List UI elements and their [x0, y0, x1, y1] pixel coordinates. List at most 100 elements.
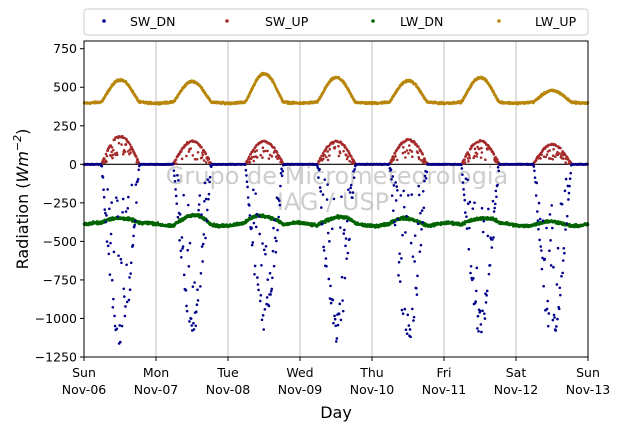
sw-up-point: [201, 151, 204, 154]
sw-dn-point: [120, 324, 124, 328]
sw-dn-point: [131, 243, 135, 247]
sw-dn-point: [133, 219, 137, 223]
sw-up-point: [115, 153, 119, 157]
sw-dn-point: [119, 257, 123, 261]
sw-up-point: [407, 151, 410, 155]
sw-dn-point: [112, 250, 116, 254]
sw-up-point: [195, 157, 199, 161]
sw-up-point: [128, 148, 132, 151]
sw-up-point: [554, 155, 557, 158]
sw-dn-point: [260, 264, 263, 267]
sw-up-point: [247, 155, 251, 159]
sw-dn-point: [262, 248, 266, 252]
sw-dn-point: [195, 303, 199, 307]
sw-dn-point: [193, 281, 196, 284]
sw-up-point: [408, 148, 412, 152]
sw-up-point: [544, 155, 548, 159]
sw-up-point: [276, 157, 279, 161]
sw-dn-point: [254, 225, 258, 229]
sw-up-point: [539, 157, 542, 160]
sw-dn-point: [199, 285, 202, 288]
sw-dn-point: [200, 245, 204, 248]
sw-dn-point: [200, 213, 203, 216]
sw-up-point: [111, 156, 114, 160]
sw-up-point: [328, 154, 331, 157]
sw-up-point: [180, 157, 184, 161]
sw-up-point: [120, 143, 123, 146]
sw-up-point: [201, 153, 205, 157]
sw-dn-point: [253, 264, 257, 268]
sw-up-point: [274, 155, 278, 158]
sw-up-point: [129, 151, 132, 154]
sw-dn-point: [175, 202, 179, 205]
sw-dn-point: [104, 220, 108, 224]
sw-up-point: [322, 157, 325, 161]
sw-dn-point: [114, 196, 118, 199]
sw-up-point: [323, 153, 326, 157]
sw-up-point: [337, 154, 341, 158]
sw-up-point: [468, 156, 472, 160]
sw-up-point: [328, 148, 332, 151]
sw-dn-point: [125, 300, 129, 304]
sw-dn-point: [186, 203, 190, 207]
sw-up-point: [416, 151, 420, 155]
sw-up-point: [248, 161, 252, 164]
sw-up-point: [468, 154, 471, 157]
sw-dn-point: [176, 215, 180, 219]
watermark: Grupo de Micrometeorologia IAG / USP: [166, 162, 508, 216]
sw-dn-point: [103, 208, 107, 211]
sw-dn-point: [129, 272, 132, 275]
sw-dn-point: [132, 234, 135, 238]
sw-dn-point: [251, 241, 255, 244]
sw-up-point: [348, 159, 351, 163]
sw-dn-point: [118, 340, 122, 344]
sw-up-point: [401, 146, 405, 149]
sw-dn-point: [208, 175, 212, 179]
sw-up-point: [115, 151, 119, 155]
sw-dn-point: [195, 310, 198, 314]
sw-dn-point: [102, 195, 106, 199]
sw-dn-point: [102, 188, 105, 192]
sw-dn-point: [246, 185, 249, 189]
sw-up-point: [204, 161, 208, 164]
sw-up-point: [117, 141, 121, 145]
sw-dn-point: [192, 328, 196, 331]
sw-dn-point: [189, 317, 193, 320]
sw-up-point: [267, 157, 271, 160]
sw-dn-point: [124, 210, 128, 213]
sw-up-point: [134, 155, 138, 159]
sw-dn-point: [257, 215, 261, 218]
sw-up-point: [268, 153, 272, 157]
sw-dn-point: [252, 188, 255, 192]
sw-dn-point: [263, 308, 267, 311]
sw-dn-point: [113, 324, 117, 328]
sw-dn-point: [201, 242, 205, 246]
sw-dn-point: [250, 243, 254, 247]
sw-up-point: [261, 156, 264, 159]
sw-dn-point: [133, 223, 136, 227]
sw-up-point: [255, 149, 259, 152]
sw-up-point: [105, 154, 109, 158]
sw-up-point: [252, 148, 255, 152]
sw-up-point: [112, 148, 115, 152]
sw-up-point: [463, 158, 466, 162]
sw-dn-point: [248, 204, 251, 207]
sw-up-point: [558, 152, 561, 155]
data-points: [82, 71, 590, 345]
sw-up-point: [104, 152, 108, 156]
sw-up-point: [473, 154, 476, 158]
sw-dn-point: [125, 263, 128, 267]
sw-up-point: [420, 159, 423, 162]
sw-up-point: [252, 159, 256, 163]
sw-up-point: [270, 155, 274, 158]
sw-dn-point: [109, 241, 112, 245]
sw-up-point: [332, 141, 336, 144]
sw-up-point: [187, 150, 191, 153]
sw-dn-point: [178, 239, 181, 242]
sw-up-point: [350, 155, 353, 158]
sw-up-point: [390, 159, 394, 163]
sw-up-point: [266, 149, 269, 153]
sw-up-point: [556, 150, 559, 154]
sw-up-point: [475, 155, 478, 158]
